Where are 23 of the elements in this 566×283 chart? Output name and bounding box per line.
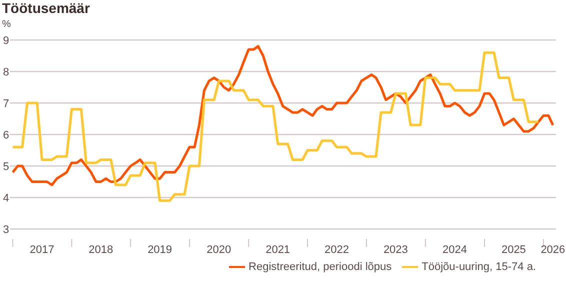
x-tick-label: 2026 (540, 244, 566, 256)
x-tick-label: 2023 (383, 244, 408, 256)
y-axis-title: % (2, 19, 11, 30)
x-tick-label: 2019 (148, 244, 172, 256)
x-tick-label: 2017 (30, 244, 54, 256)
y-tick-label: 9 (3, 35, 10, 47)
y-tick-label: 3 (3, 224, 10, 236)
legend-label: Tööjõu-uuring, 15-74 a. (422, 260, 536, 273)
legend-label: Registreeritud, perioodi lõpus (248, 260, 392, 273)
line-series (11, 45, 554, 186)
x-tick-label: 2018 (88, 244, 114, 256)
y-tick-label: 4 (3, 192, 10, 204)
y-tick-label: 8 (3, 66, 10, 78)
y-tick-label: 5 (3, 161, 10, 173)
x-tick-label: 2021 (266, 244, 290, 256)
chart-title: Töötusemäär (2, 0, 90, 16)
y-tick-label: 6 (3, 130, 10, 142)
x-tick-label: 2020 (206, 244, 232, 256)
x-tick-label: 2022 (324, 244, 350, 256)
y-tick-label: 7 (3, 98, 10, 110)
x-tick-label: 2025 (501, 244, 526, 256)
line-series (11, 51, 540, 202)
x-tick-label: 2024 (442, 244, 468, 256)
